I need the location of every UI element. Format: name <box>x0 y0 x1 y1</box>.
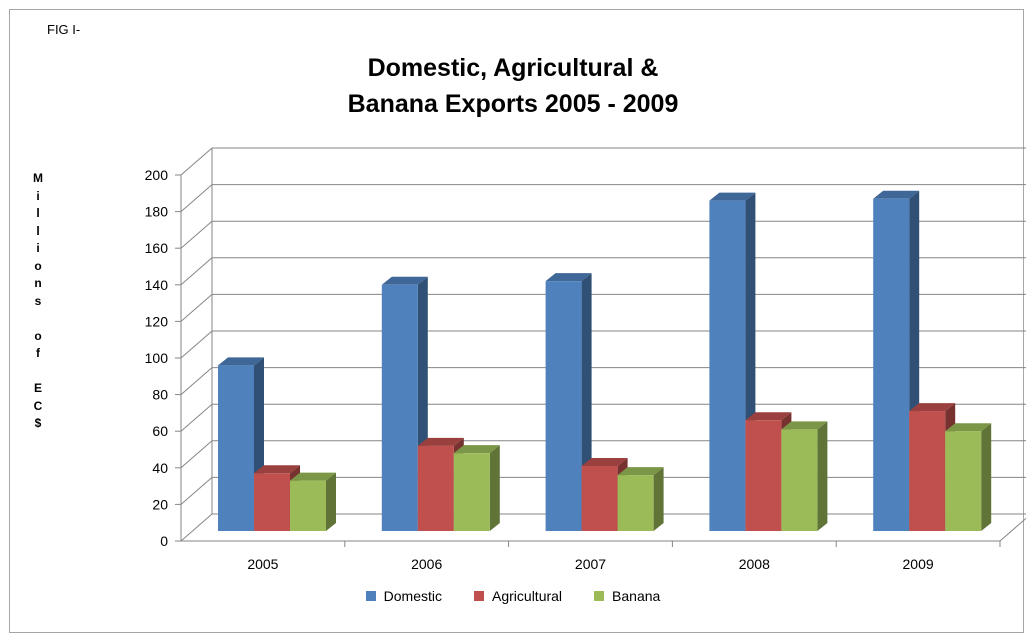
x-tick-label: 2005 <box>247 556 278 572</box>
x-tick-label: 2008 <box>739 556 770 572</box>
bar-top <box>545 273 592 282</box>
bar-side <box>981 423 992 531</box>
side-gridline <box>180 403 213 432</box>
side-gridline <box>180 184 213 212</box>
bar-agricultural-2005 <box>254 473 290 531</box>
side-gridline <box>180 367 213 395</box>
bar-side <box>489 445 500 531</box>
chart-title-line-1: Domestic, Agricultural & <box>367 54 659 82</box>
chart-title-line-2: Banana Exports 2005 - 2009 <box>347 90 679 118</box>
y-tick-label: 20 <box>152 496 168 512</box>
bar-top <box>218 357 264 366</box>
bar-top <box>909 403 956 412</box>
figure-label: FIG I- <box>47 22 81 37</box>
y-tick-label: 40 <box>152 460 168 476</box>
bar-domestic-2006 <box>381 284 418 531</box>
side-gridline <box>180 513 213 542</box>
y-tick-label: 120 <box>145 313 169 329</box>
bar-banana-2009 <box>945 431 982 531</box>
bar-top <box>781 421 828 430</box>
floor-right-edge <box>999 517 1026 542</box>
bar-agricultural-2007 <box>581 465 618 531</box>
y-tick-label: 140 <box>145 277 169 293</box>
bar-top <box>945 423 992 432</box>
bar-domestic-2008 <box>709 200 746 531</box>
y-tick-label: 80 <box>152 387 168 403</box>
y-axis-label: M i l l i o n s o f E C $ <box>33 171 43 430</box>
y-tick-label: 180 <box>145 204 169 220</box>
legend-swatch-banana <box>594 591 605 601</box>
bar-side <box>653 467 664 531</box>
legend-label-banana: Banana <box>612 588 661 604</box>
bar-banana-2007 <box>617 475 654 531</box>
bar-top <box>254 465 300 474</box>
legend-item-domestic: Domestic <box>365 588 443 604</box>
legend-item-agricultural: Agricultural <box>474 588 562 604</box>
legend-label-agricultural: Agricultural <box>492 588 563 604</box>
x-tick-label: 2009 <box>903 556 934 572</box>
bar-banana-2005 <box>290 480 326 531</box>
legend-swatch-domestic <box>365 591 376 601</box>
y-tick-label: 100 <box>145 350 169 366</box>
chart-frame <box>9 9 1024 633</box>
bar-agricultural-2009 <box>909 411 946 531</box>
bar-side <box>326 472 336 531</box>
side-gridline <box>180 147 213 176</box>
legend-label-domestic: Domestic <box>383 588 443 604</box>
y-tick-label: 160 <box>145 240 169 256</box>
bar-top <box>453 445 500 454</box>
bar-top <box>617 467 664 476</box>
bar-top <box>417 437 464 446</box>
x-tick-label: 2006 <box>411 556 442 572</box>
bar-top <box>873 190 920 199</box>
bar-side <box>817 421 828 531</box>
legend-swatch-agricultural <box>474 591 485 601</box>
side-gridline <box>180 294 213 322</box>
side-gridline <box>180 440 213 469</box>
bar-top <box>381 276 428 285</box>
side-gridline <box>180 220 213 249</box>
bar-domestic-2007 <box>545 281 582 531</box>
legend-item-banana: Banana <box>594 588 660 604</box>
bar-domestic-2005 <box>218 365 254 531</box>
bar-banana-2006 <box>453 453 490 531</box>
y-tick-label: 0 <box>160 533 168 549</box>
side-gridline <box>180 477 213 505</box>
bar-top <box>581 457 628 466</box>
bar-top <box>745 412 792 421</box>
side-gridline <box>180 330 213 359</box>
bar-agricultural-2008 <box>745 420 782 531</box>
bar-agricultural-2006 <box>417 445 454 531</box>
x-tick-label: 2007 <box>575 556 606 572</box>
bar-top <box>290 472 336 481</box>
side-gridline <box>180 257 213 286</box>
legend: Domestic Agricultural Banana <box>0 588 1026 604</box>
bar-domestic-2009 <box>873 198 910 532</box>
y-tick-label: 60 <box>152 423 168 439</box>
y-tick-label: 200 <box>145 167 169 183</box>
bar-top <box>709 192 756 201</box>
bar-banana-2008 <box>781 429 818 531</box>
